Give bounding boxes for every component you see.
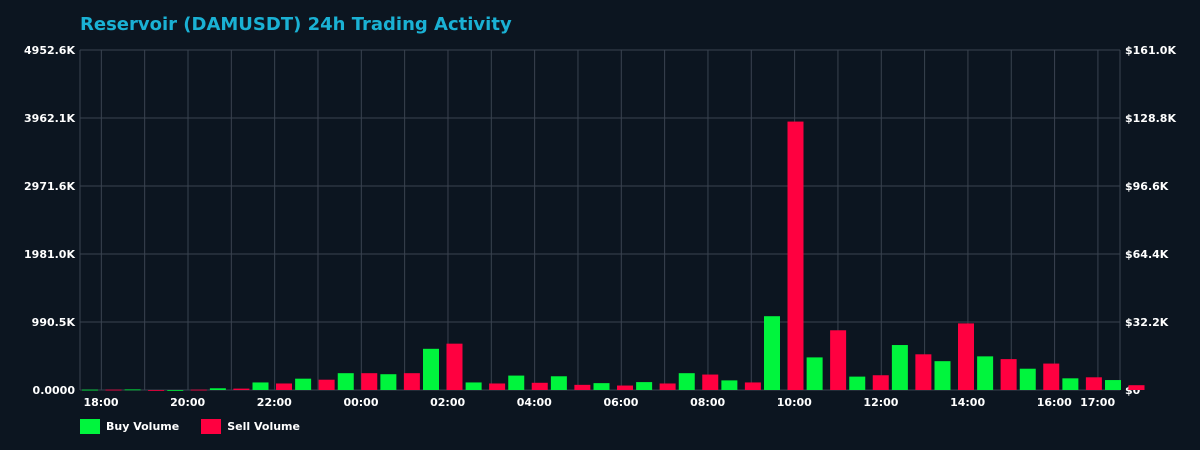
bar-sell bbox=[276, 383, 292, 390]
y-tick-label-left: 3962.1K bbox=[24, 112, 75, 125]
y-tick-label-left: 4952.6K bbox=[24, 44, 75, 57]
x-tick-label: 08:00 bbox=[690, 396, 725, 409]
bar-buy bbox=[209, 388, 226, 390]
bar-sell bbox=[148, 390, 165, 391]
bar-buy bbox=[82, 389, 98, 391]
x-tick-label: 22:00 bbox=[257, 396, 292, 409]
x-tick-label: 02:00 bbox=[430, 396, 465, 409]
y-tick-label-left: 1981.0K bbox=[24, 248, 75, 261]
bar-sell bbox=[830, 330, 847, 390]
bar-sell bbox=[105, 389, 122, 391]
bar-buy bbox=[721, 380, 738, 390]
bar-buy bbox=[295, 378, 312, 390]
bar-sell bbox=[659, 383, 676, 390]
bar-sell bbox=[574, 384, 591, 390]
bar-buy bbox=[380, 374, 397, 390]
bar-sell bbox=[1043, 363, 1060, 390]
x-tick-label: 16:00 bbox=[1037, 396, 1072, 409]
legend-label-buy: Buy Volume bbox=[106, 420, 180, 433]
x-tick-label: 14:00 bbox=[950, 396, 985, 409]
bar-sell bbox=[1128, 385, 1145, 390]
bar-sell bbox=[702, 374, 719, 390]
bar-sell bbox=[1000, 359, 1017, 390]
x-tick-label: 18:00 bbox=[83, 396, 118, 409]
bar-buy bbox=[934, 361, 951, 390]
legend-item-buy[interactable]: Buy Volume bbox=[80, 419, 179, 434]
x-tick-label: 20:00 bbox=[170, 396, 205, 409]
bar-buy bbox=[167, 390, 184, 391]
y-tick-label-right: $32.2K bbox=[1125, 316, 1169, 329]
bar-buy bbox=[764, 316, 780, 390]
x-tick-label: 06:00 bbox=[603, 396, 638, 409]
bar-buy bbox=[252, 382, 269, 390]
bar-sell bbox=[787, 121, 804, 391]
legend-swatch-buy bbox=[80, 419, 100, 434]
bar-sell bbox=[958, 323, 974, 390]
bar-sell bbox=[446, 343, 463, 390]
y-tick-label-left: 990.5K bbox=[32, 316, 76, 329]
bar-sell bbox=[1085, 377, 1102, 390]
bar-buy bbox=[423, 348, 439, 390]
bar-sell bbox=[233, 388, 250, 390]
x-tick-label: 04:00 bbox=[517, 396, 552, 409]
y-tick-label-right: $64.4K bbox=[1125, 248, 1169, 261]
bar-sell bbox=[872, 375, 889, 390]
bar-sell bbox=[531, 382, 548, 390]
bar-sell bbox=[318, 379, 335, 390]
bar-sell bbox=[489, 383, 506, 390]
x-tick-label: 12:00 bbox=[863, 396, 898, 409]
y-tick-label-right: $96.6K bbox=[1125, 180, 1169, 193]
y-tick-label-right: $161.0K bbox=[1125, 44, 1176, 57]
bar-buy bbox=[1019, 368, 1036, 390]
bar-sell bbox=[403, 373, 420, 390]
bar-sell bbox=[190, 389, 207, 391]
legend: Buy Volume Sell Volume bbox=[80, 419, 300, 434]
y-tick-label-left: 2971.6K bbox=[24, 180, 75, 193]
bar-sell bbox=[744, 382, 761, 390]
y-tick-label-left: 0.0000 bbox=[33, 384, 76, 397]
bar-buy bbox=[891, 345, 908, 390]
bar-buy bbox=[977, 356, 994, 390]
bar-buy bbox=[1062, 378, 1079, 390]
chart-title: Reservoir (DAMUSDT) 24h Trading Activity bbox=[80, 14, 512, 35]
bar-sell bbox=[361, 373, 378, 390]
x-tick-label: 00:00 bbox=[343, 396, 378, 409]
bar-buy bbox=[1105, 380, 1121, 390]
bar-buy bbox=[636, 382, 653, 390]
bar-buy bbox=[550, 376, 567, 390]
bar-buy bbox=[465, 382, 482, 390]
legend-label-sell: Sell Volume bbox=[227, 420, 300, 433]
x-tick-label: 10:00 bbox=[777, 396, 812, 409]
bar-buy bbox=[508, 375, 525, 390]
bar-sell bbox=[915, 354, 932, 390]
bar-buy bbox=[337, 373, 354, 390]
bar-buy bbox=[593, 383, 610, 390]
bar-buy bbox=[124, 389, 141, 391]
bar-buy bbox=[849, 376, 866, 390]
legend-swatch-sell bbox=[201, 419, 222, 434]
legend-item-sell[interactable]: Sell Volume bbox=[201, 419, 300, 434]
bar-buy bbox=[806, 357, 823, 390]
bar-buy bbox=[678, 373, 695, 390]
bar-sell bbox=[617, 385, 633, 390]
y-tick-label-right: $128.8K bbox=[1125, 112, 1176, 125]
x-tick-label: 17:00 bbox=[1080, 396, 1115, 409]
